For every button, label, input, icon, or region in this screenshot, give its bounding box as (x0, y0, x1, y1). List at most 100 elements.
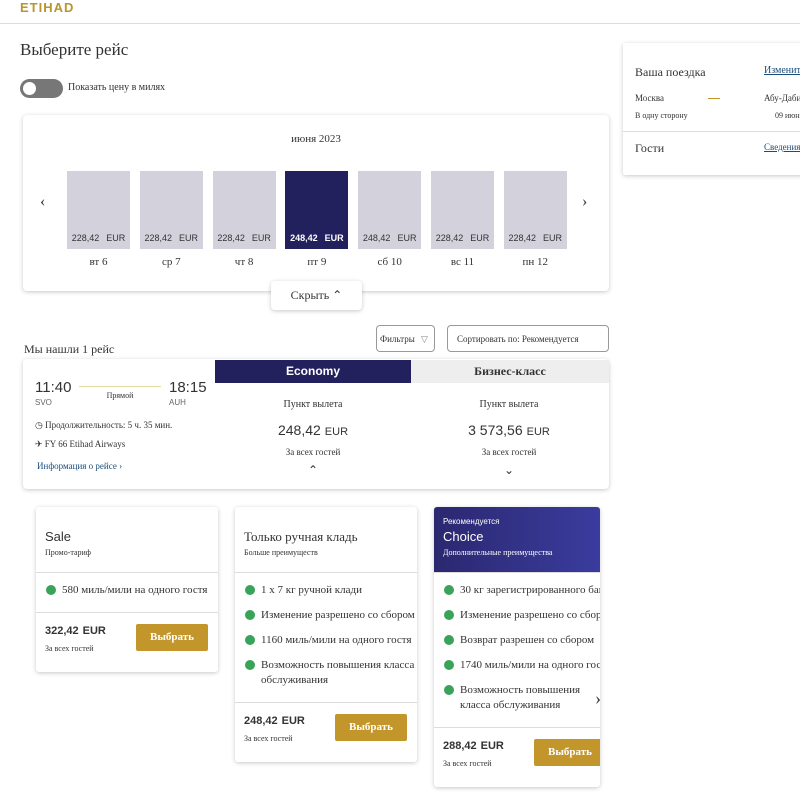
day-price: 228,42 EUR (67, 233, 130, 243)
fare-name: Sale (45, 529, 72, 544)
price-currency: EUR (251, 233, 271, 243)
departure-airport: SVO (35, 398, 52, 407)
guests-link[interactable]: Сведения (764, 142, 800, 152)
select-button[interactable]: Выбрать (335, 714, 407, 741)
fare-price-value: 248,42 (244, 715, 278, 727)
fare-subtitle: Промо-тариф (45, 548, 91, 557)
day-tile[interactable]: 248,42 EUR (358, 171, 422, 249)
fare-feature: 1740 миль/мили на одного гостя (444, 658, 600, 673)
results-count: Мы нашли 1 рейс (24, 342, 115, 356)
fare-feature: Изменение разрешено со сбором (444, 608, 600, 623)
fare-divider (235, 702, 417, 703)
logo[interactable]: ETIHAD (20, 0, 75, 15)
fare-price-value: 322,42 (45, 625, 79, 637)
day-price: 228,42 EUR (431, 233, 494, 243)
day-tile[interactable]: 228,42 EUR (503, 171, 567, 249)
cabin-price-value: 248,42 (277, 422, 321, 438)
select-button[interactable]: Выбрать (534, 739, 600, 766)
arrival-time: 18:15 (169, 379, 207, 396)
trip-date: 09 июня (775, 111, 800, 120)
cabin-currency: EUR (324, 426, 349, 438)
fare-divider (235, 572, 417, 573)
fare-badge: Рекомендуется (443, 517, 500, 526)
route-line (79, 386, 161, 387)
flight-number: ✈ FY 66 Etihad Airways (35, 439, 126, 449)
fare-divider (36, 572, 218, 573)
header-line (0, 23, 800, 24)
price-value: 248,42 (290, 233, 318, 243)
flight-card: 11:40 SVO Прямой 18:15 AUH ◷ Продолжител… (23, 359, 609, 489)
price-currency: EUR (397, 233, 417, 243)
day-label: пн 12 (522, 256, 549, 268)
trip-type: В одну сторону (635, 111, 688, 120)
day-label: вс 11 (450, 256, 475, 268)
day-label: вт 6 (89, 256, 108, 268)
fares-next[interactable]: › (595, 688, 601, 708)
day-label: чт 8 (234, 256, 254, 268)
fare-divider (36, 612, 218, 613)
trip-change[interactable]: Изменить (764, 65, 800, 76)
fare-currency: EUR (82, 625, 106, 637)
day-label: сб 10 (377, 256, 402, 268)
sort-select[interactable]: Сортировать по: Рекомендуется (447, 325, 609, 352)
cabin-caption: Пункт вылета (479, 399, 539, 410)
fare-currency: EUR (480, 740, 504, 752)
fare-feature: Возврат разрешен со сбором (444, 633, 600, 648)
cabin-chevron[interactable]: ⌃ (307, 463, 319, 477)
fare-price-value: 288,42 (443, 740, 477, 752)
filters-button[interactable]: Фильтры ▽ (376, 325, 435, 352)
fare-name: Только ручная кладь (244, 529, 358, 544)
day-tile[interactable]: 228,42 EUR (67, 171, 130, 249)
day-tile[interactable]: 228,42 EUR (139, 171, 203, 249)
trip-dash (708, 98, 720, 99)
cabin-price-value: 3 573,56 (468, 422, 523, 438)
prev-arrow[interactable]: ‹ (40, 193, 46, 210)
fare-price: 248,42 EUR (244, 715, 305, 727)
toggle-knob (23, 82, 36, 95)
cabin-tab[interactable]: Economy (215, 360, 411, 383)
fare-subtitle: Дополнительные преимущества (443, 548, 553, 557)
departure-time: 11:40 (35, 379, 72, 396)
hide-button[interactable]: Скрыть ⌃ (271, 281, 362, 310)
price-value: 228,42 (144, 233, 173, 243)
price-currency: EUR (106, 233, 126, 243)
cabin-chevron[interactable]: ⌄ (503, 463, 515, 477)
flight-number-text: FY 66 Etihad Airways (44, 439, 126, 449)
fare-feature: 30 кг зарегистрированного багажа (444, 583, 600, 598)
day-tile[interactable]: 248,42 EUR (285, 171, 349, 249)
fare-feature: 1160 миль/мили на одного гостя (245, 633, 417, 648)
fare-price: 288,42 EUR (443, 740, 504, 752)
price-value: 248,42 (362, 233, 391, 243)
cabin-currency: EUR (526, 426, 550, 438)
fare-subtitle: Больше преимуществ (244, 548, 318, 557)
duration: ◷ Продолжительность: 5 ч. 35 мин. (35, 420, 173, 430)
price-currency: EUR (543, 233, 563, 243)
fare-name: Choice (443, 529, 484, 544)
select-button[interactable]: Выбрать (136, 624, 208, 651)
fare-note: За всех гостей (45, 644, 94, 653)
day-tile[interactable]: 228,42 EUR (212, 171, 276, 249)
day-tile[interactable]: 228,42 EUR (431, 171, 494, 249)
cabin-tab[interactable]: Бизнес-класс (411, 360, 609, 383)
toggle[interactable] (20, 79, 63, 98)
flight-info-link[interactable]: Информация о рейсе › (37, 461, 123, 471)
price-value: 228,42 (71, 233, 100, 243)
flight-info-text: Информация о рейсе (37, 461, 117, 471)
next-arrow[interactable]: › (582, 193, 588, 210)
fare-divider (434, 572, 600, 573)
cabin-price: 248,42 EUR (215, 422, 411, 438)
fare-feature: Возможность повышения класса обслуживани… (245, 658, 417, 688)
cabin-note: За всех гостей (481, 447, 537, 457)
fare-note: За всех гостей (443, 759, 492, 768)
price-currency: EUR (179, 233, 199, 243)
day-price: 248,42 EUR (285, 233, 348, 243)
trip-panel: Ваша поездка Изменить Москва Абу-Даби В … (623, 43, 800, 175)
day-price: 228,42 EUR (140, 233, 203, 243)
price-value: 228,42 (217, 233, 245, 243)
trip-divider (623, 131, 800, 132)
sort-label: Сортировать по: Рекомендуется (457, 334, 579, 344)
hide-label: Скрыть (290, 288, 330, 302)
cabin-price: 3 573,56 EUR (411, 422, 607, 438)
price-currency: EUR (324, 233, 344, 243)
